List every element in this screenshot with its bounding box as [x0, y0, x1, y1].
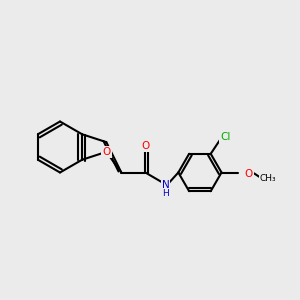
- Text: O: O: [141, 140, 149, 151]
- Text: CH₃: CH₃: [260, 174, 276, 183]
- Text: O: O: [102, 147, 110, 157]
- Text: N: N: [161, 179, 169, 190]
- Text: H: H: [162, 189, 169, 198]
- Text: Cl: Cl: [220, 132, 230, 142]
- Text: O: O: [244, 169, 253, 179]
